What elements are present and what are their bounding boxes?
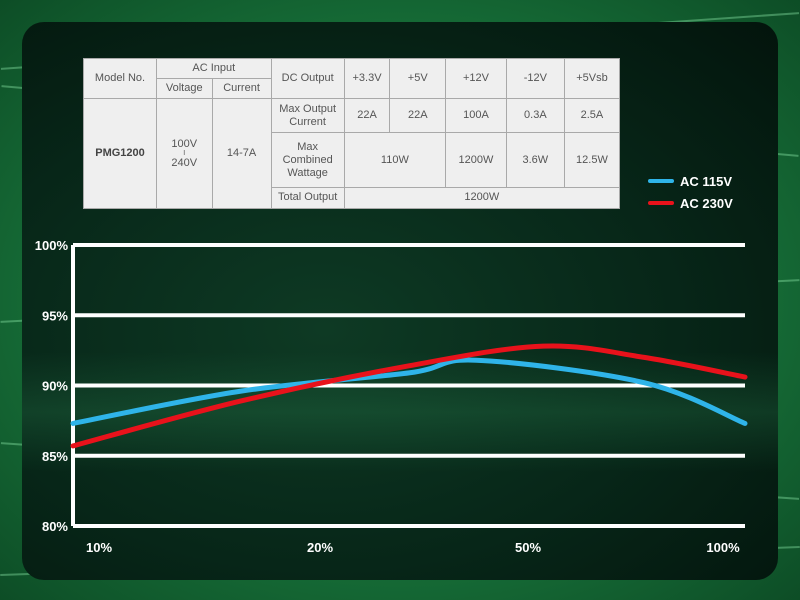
max-current-12v: 100A bbox=[445, 98, 507, 134]
max-combined-5vsb: 12.5W bbox=[563, 132, 621, 188]
model-no-header: Model No. bbox=[83, 57, 157, 100]
legend-item-ac115: AC 115V bbox=[648, 170, 733, 192]
x-tick-label-1: 20% bbox=[307, 540, 333, 555]
voltage-value: 100V I 240V bbox=[156, 98, 213, 209]
current-header: Current bbox=[211, 78, 272, 100]
model-value: PMG1200 bbox=[83, 98, 157, 209]
x-tick-label-0: 10% bbox=[86, 540, 112, 555]
x-axis-ticks: 10% 20% 50% 100% bbox=[86, 540, 740, 555]
y-tick-label-85: 85% bbox=[42, 449, 68, 464]
series-line-0 bbox=[70, 357, 748, 426]
current-value: 14-7A bbox=[211, 98, 272, 209]
voltage-high: 240V bbox=[171, 156, 198, 169]
y-axis-ticks: 100% 95% 90% 85% 80% bbox=[35, 238, 69, 534]
max-current-5vsb: 2.5A bbox=[563, 98, 621, 134]
max-current-5v: 22A bbox=[389, 98, 447, 134]
max-output-current-label: Max Output Current bbox=[270, 98, 345, 134]
rail-header-12v: +12V bbox=[445, 57, 507, 100]
legend-swatch-ac115 bbox=[648, 179, 674, 183]
legend-label-ac115: AC 115V bbox=[680, 173, 733, 189]
y-tick-label-90: 90% bbox=[42, 379, 68, 394]
max-current-m12v: 0.3A bbox=[505, 98, 565, 134]
max-combined-m12v: 3.6W bbox=[505, 132, 565, 188]
x-tick-label-2: 50% bbox=[515, 540, 541, 555]
legend-swatch-ac230 bbox=[648, 201, 674, 205]
voltage-header: Voltage bbox=[156, 78, 213, 100]
y-tick-label-80: 80% bbox=[42, 519, 68, 534]
rail-header-3v3: +3.3V bbox=[343, 57, 391, 100]
total-output-label: Total Output bbox=[270, 186, 345, 210]
series-line-1 bbox=[70, 343, 748, 449]
y-tick-label-95: 95% bbox=[42, 308, 68, 323]
total-output-value: 1200W bbox=[343, 186, 621, 210]
voltage-low: 100V bbox=[171, 137, 198, 150]
rail-header-m12v: -12V bbox=[505, 57, 565, 100]
x-tick-label-3: 100% bbox=[706, 540, 740, 555]
spec-table: Model No. AC Input DC Output +3.3V +5V +… bbox=[83, 57, 621, 210]
chart-legend: AC 115V AC 230V bbox=[648, 170, 733, 214]
dc-output-header: DC Output bbox=[270, 57, 345, 100]
legend-item-ac230: AC 230V bbox=[648, 192, 733, 214]
y-tick-label-100: 100% bbox=[35, 238, 69, 253]
legend-label-ac230: AC 230V bbox=[680, 195, 733, 211]
chart-grid bbox=[71, 243, 745, 528]
voltage-range-dash: I bbox=[183, 149, 186, 157]
series-lines bbox=[70, 343, 748, 449]
